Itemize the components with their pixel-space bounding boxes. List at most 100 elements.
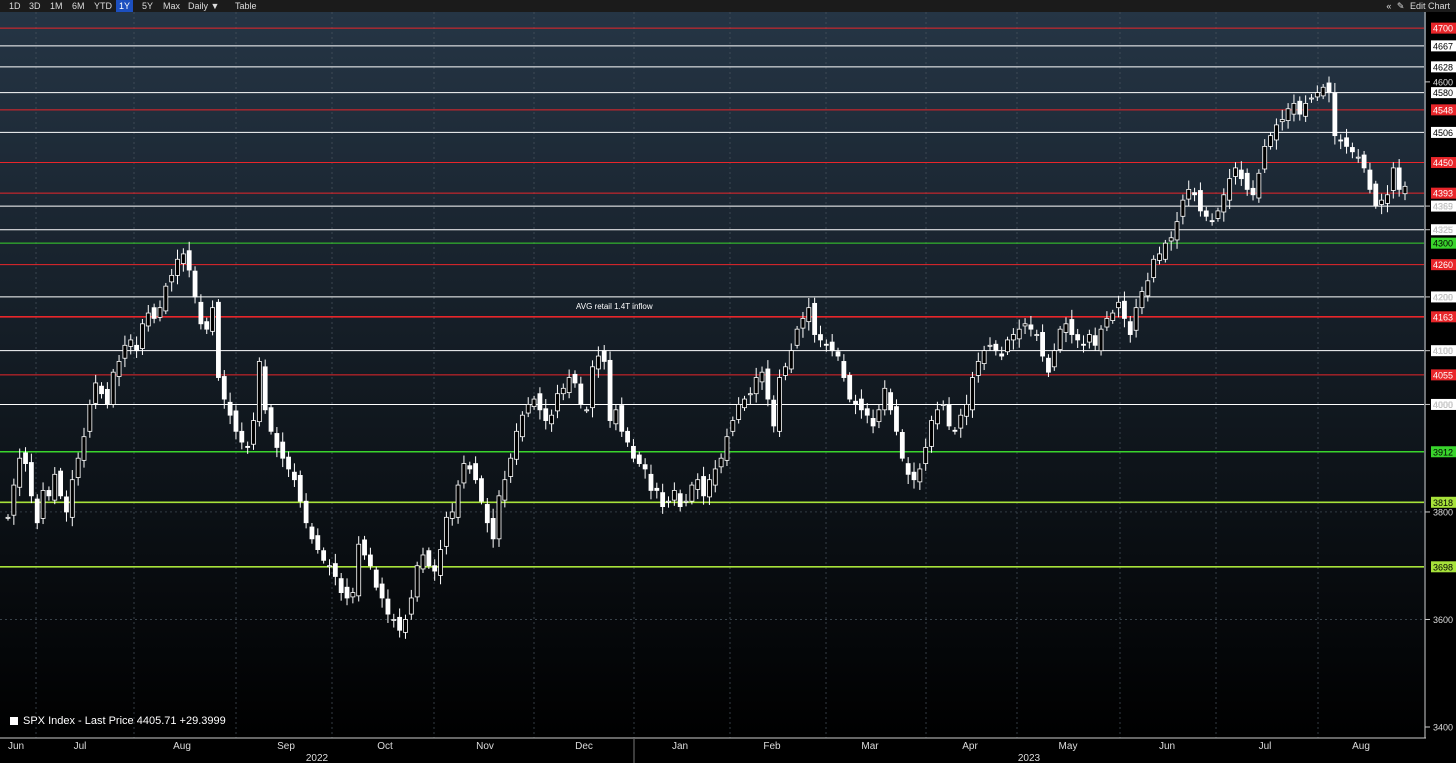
candle	[1086, 329, 1092, 349]
candle	[1332, 82, 1338, 145]
candle	[28, 453, 34, 504]
candle	[1227, 168, 1233, 210]
candle	[274, 427, 280, 458]
edit-chart-label: Edit Chart	[1409, 1, 1450, 11]
y-tick-label-4100: 4100	[1433, 346, 1453, 356]
candle	[864, 403, 870, 424]
candle	[1192, 187, 1197, 202]
x-tick-label: Jan	[672, 741, 688, 752]
candle	[952, 427, 958, 435]
x-tick-label: Sep	[277, 741, 295, 752]
candle	[1349, 142, 1355, 159]
candle	[1285, 103, 1291, 129]
candle	[245, 441, 251, 454]
candle	[17, 448, 23, 497]
grid-lines	[0, 12, 1424, 738]
table-button[interactable]: Table	[235, 1, 257, 11]
range-6m-button[interactable]: 6M	[72, 1, 85, 11]
level-label-4667: 4667	[1433, 41, 1453, 51]
candle	[677, 489, 683, 512]
candle	[104, 382, 110, 409]
x-tick-label: Jun	[8, 741, 24, 752]
candle	[1355, 149, 1361, 163]
candle	[1075, 328, 1081, 348]
candle	[560, 383, 566, 401]
candle	[1198, 182, 1203, 217]
level-tag-4393	[1431, 187, 1456, 199]
candle	[858, 389, 864, 419]
candle	[631, 439, 636, 463]
range-max-button[interactable]: Max	[163, 1, 181, 11]
candle	[970, 371, 975, 418]
level-label-4506: 4506	[1433, 128, 1453, 138]
level-label-4200: 4200	[1433, 292, 1453, 302]
candle	[1274, 118, 1279, 150]
y-tick-label-3800: 3800	[1433, 507, 1453, 517]
candle	[1303, 95, 1309, 122]
x-tick-label: Nov	[476, 741, 494, 752]
candle	[1168, 231, 1174, 251]
candle	[899, 429, 905, 462]
level-label-4393: 4393	[1433, 189, 1453, 199]
candle	[321, 547, 327, 564]
candle	[595, 346, 601, 378]
candle	[46, 486, 52, 501]
candle	[1279, 109, 1285, 131]
candle	[525, 397, 531, 418]
candle	[467, 461, 473, 474]
candle	[40, 482, 46, 525]
x-tick-label: Jul	[1259, 741, 1272, 752]
candle	[344, 578, 350, 606]
y-tick-label-3600: 3600	[1433, 615, 1453, 625]
level-tag-4200	[1431, 291, 1456, 303]
candle	[256, 357, 262, 427]
range-1y-button[interactable]: 1Y	[116, 0, 134, 12]
candle	[198, 294, 204, 330]
pencil-icon: ✎	[1396, 1, 1405, 11]
candle	[753, 367, 759, 403]
candle	[1046, 354, 1051, 378]
candle	[636, 451, 642, 467]
candle	[689, 481, 695, 505]
range-3d-button[interactable]: 3D	[29, 1, 41, 11]
candle	[911, 462, 917, 489]
candle	[99, 382, 104, 399]
candle	[134, 336, 139, 358]
candle	[251, 412, 256, 450]
candle	[338, 572, 344, 601]
range-5y-button[interactable]: 5Y	[142, 1, 154, 11]
candle	[607, 351, 613, 428]
candle	[502, 470, 508, 508]
range-ytd-button[interactable]: YTD	[94, 1, 112, 11]
candle	[362, 535, 367, 560]
candle	[829, 334, 835, 357]
x-tick-label: Feb	[763, 741, 781, 752]
candle	[777, 369, 782, 437]
level-label-3912: 3912	[1433, 447, 1453, 457]
range-1m-button[interactable]: 1M	[50, 1, 63, 11]
candle	[1139, 286, 1145, 315]
level-label-4163: 4163	[1433, 312, 1453, 322]
candle	[157, 300, 163, 322]
level-tag-4700	[1431, 22, 1456, 34]
candle	[975, 352, 981, 383]
collapse-icon[interactable]: «	[1386, 1, 1392, 11]
x-tick-label: Oct	[377, 741, 393, 752]
candle	[695, 473, 701, 500]
candle	[701, 466, 706, 505]
level-tag-4369	[1431, 200, 1456, 212]
candle	[812, 297, 818, 343]
edit-chart-button[interactable]: « ✎ Edit Chart	[1386, 0, 1450, 12]
y-tick-label-3400: 3400	[1433, 723, 1453, 733]
candle	[93, 374, 99, 410]
candle	[765, 360, 771, 407]
frequency-dropdown[interactable]: Daily ▼	[188, 1, 220, 11]
candle	[1233, 162, 1238, 185]
candle	[233, 405, 239, 440]
candle	[613, 404, 619, 431]
candle	[286, 451, 291, 478]
support-resistance-levels: 4700 4667 4628 4580 4548 4506 4450 4393 4369 4325…	[0, 22, 1456, 573]
range-1d-button[interactable]: 1D	[9, 1, 21, 11]
candle	[438, 539, 443, 585]
candle	[642, 458, 648, 479]
